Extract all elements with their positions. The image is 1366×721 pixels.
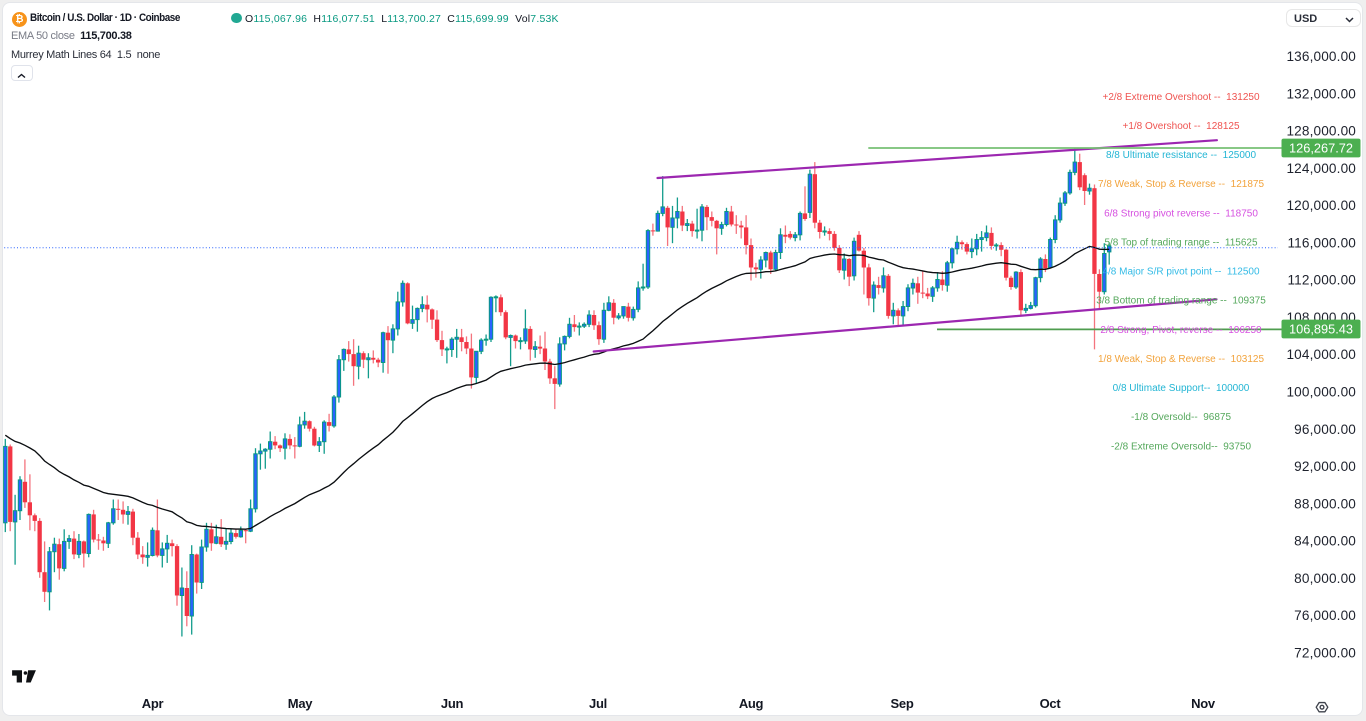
svg-text:126,267.72: 126,267.72 xyxy=(1289,140,1353,155)
svg-text:4/8 Major S/R pivot point --: 4/8 Major S/R pivot point -- 112500 xyxy=(1102,267,1260,278)
svg-text:2/8 Strong, Pivot, reverse --: 2/8 Strong, Pivot, reverse -- 106250 xyxy=(1100,325,1262,336)
svg-text:0/8 Ultimate Support-- 100000: 0/8 Ultimate Support-- 100000 xyxy=(1113,383,1250,394)
svg-text:116,000.00: 116,000.00 xyxy=(1287,235,1356,250)
svg-text:96,000.00: 96,000.00 xyxy=(1294,422,1356,437)
svg-text:+2/8 Extreme Overshoot -- 131: +2/8 Extreme Overshoot -- 131250 xyxy=(1102,92,1259,103)
svg-text:92,000.00: 92,000.00 xyxy=(1294,459,1356,474)
svg-text:136,000.00: 136,000.00 xyxy=(1286,49,1356,64)
svg-text:112,000.00: 112,000.00 xyxy=(1287,273,1356,288)
svg-text:100,000.00: 100,000.00 xyxy=(1286,385,1356,400)
svg-text:Sep: Sep xyxy=(891,696,914,711)
svg-text:Jul: Jul xyxy=(589,696,607,711)
svg-text:Jun: Jun xyxy=(441,696,464,711)
svg-text:Nov: Nov xyxy=(1191,696,1216,711)
svg-text:7/8 Weak, Stop & Reverse -- 1: 7/8 Weak, Stop & Reverse -- 121875 xyxy=(1098,179,1264,190)
svg-text:128,000.00: 128,000.00 xyxy=(1286,124,1356,139)
svg-text:May: May xyxy=(288,696,313,711)
svg-text:124,000.00: 124,000.00 xyxy=(1286,161,1356,176)
svg-text:106,895.43: 106,895.43 xyxy=(1289,321,1353,336)
svg-text:+1/8 Overshoot -- 128125: +1/8 Overshoot -- 128125 xyxy=(1122,121,1239,132)
svg-text:Aug: Aug xyxy=(739,696,764,711)
svg-text:104,000.00: 104,000.00 xyxy=(1286,347,1356,362)
svg-text:Apr: Apr xyxy=(142,696,164,711)
svg-text:8/8 Ultimate resistance -- 12: 8/8 Ultimate resistance -- 125000 xyxy=(1106,150,1257,161)
svg-text:Oct: Oct xyxy=(1040,696,1062,711)
svg-text:3/8 Bottom of trading range --: 3/8 Bottom of trading range -- 109375 xyxy=(1096,296,1266,307)
svg-text:-2/8 Extreme Oversold-- 93750: -2/8 Extreme Oversold-- 93750 xyxy=(1111,441,1251,452)
svg-text:5/8 Top of trading range -- 1: 5/8 Top of trading range -- 115625 xyxy=(1104,238,1258,249)
svg-text:84,000.00: 84,000.00 xyxy=(1294,534,1356,549)
svg-text:1/8 Weak, Stop & Reverse -- 1: 1/8 Weak, Stop & Reverse -- 103125 xyxy=(1098,354,1264,365)
svg-text:72,000.00: 72,000.00 xyxy=(1294,646,1356,661)
svg-text:-1/8 Oversold-- 96875: -1/8 Oversold-- 96875 xyxy=(1131,412,1231,423)
svg-text:132,000.00: 132,000.00 xyxy=(1286,86,1356,101)
svg-text:88,000.00: 88,000.00 xyxy=(1294,496,1356,511)
svg-text:6/8 Strong pivot reverse -- 1: 6/8 Strong pivot reverse -- 118750 xyxy=(1104,208,1258,219)
svg-text:120,000.00: 120,000.00 xyxy=(1286,198,1356,213)
svg-text:80,000.00: 80,000.00 xyxy=(1294,571,1356,586)
svg-text:76,000.00: 76,000.00 xyxy=(1294,608,1356,623)
